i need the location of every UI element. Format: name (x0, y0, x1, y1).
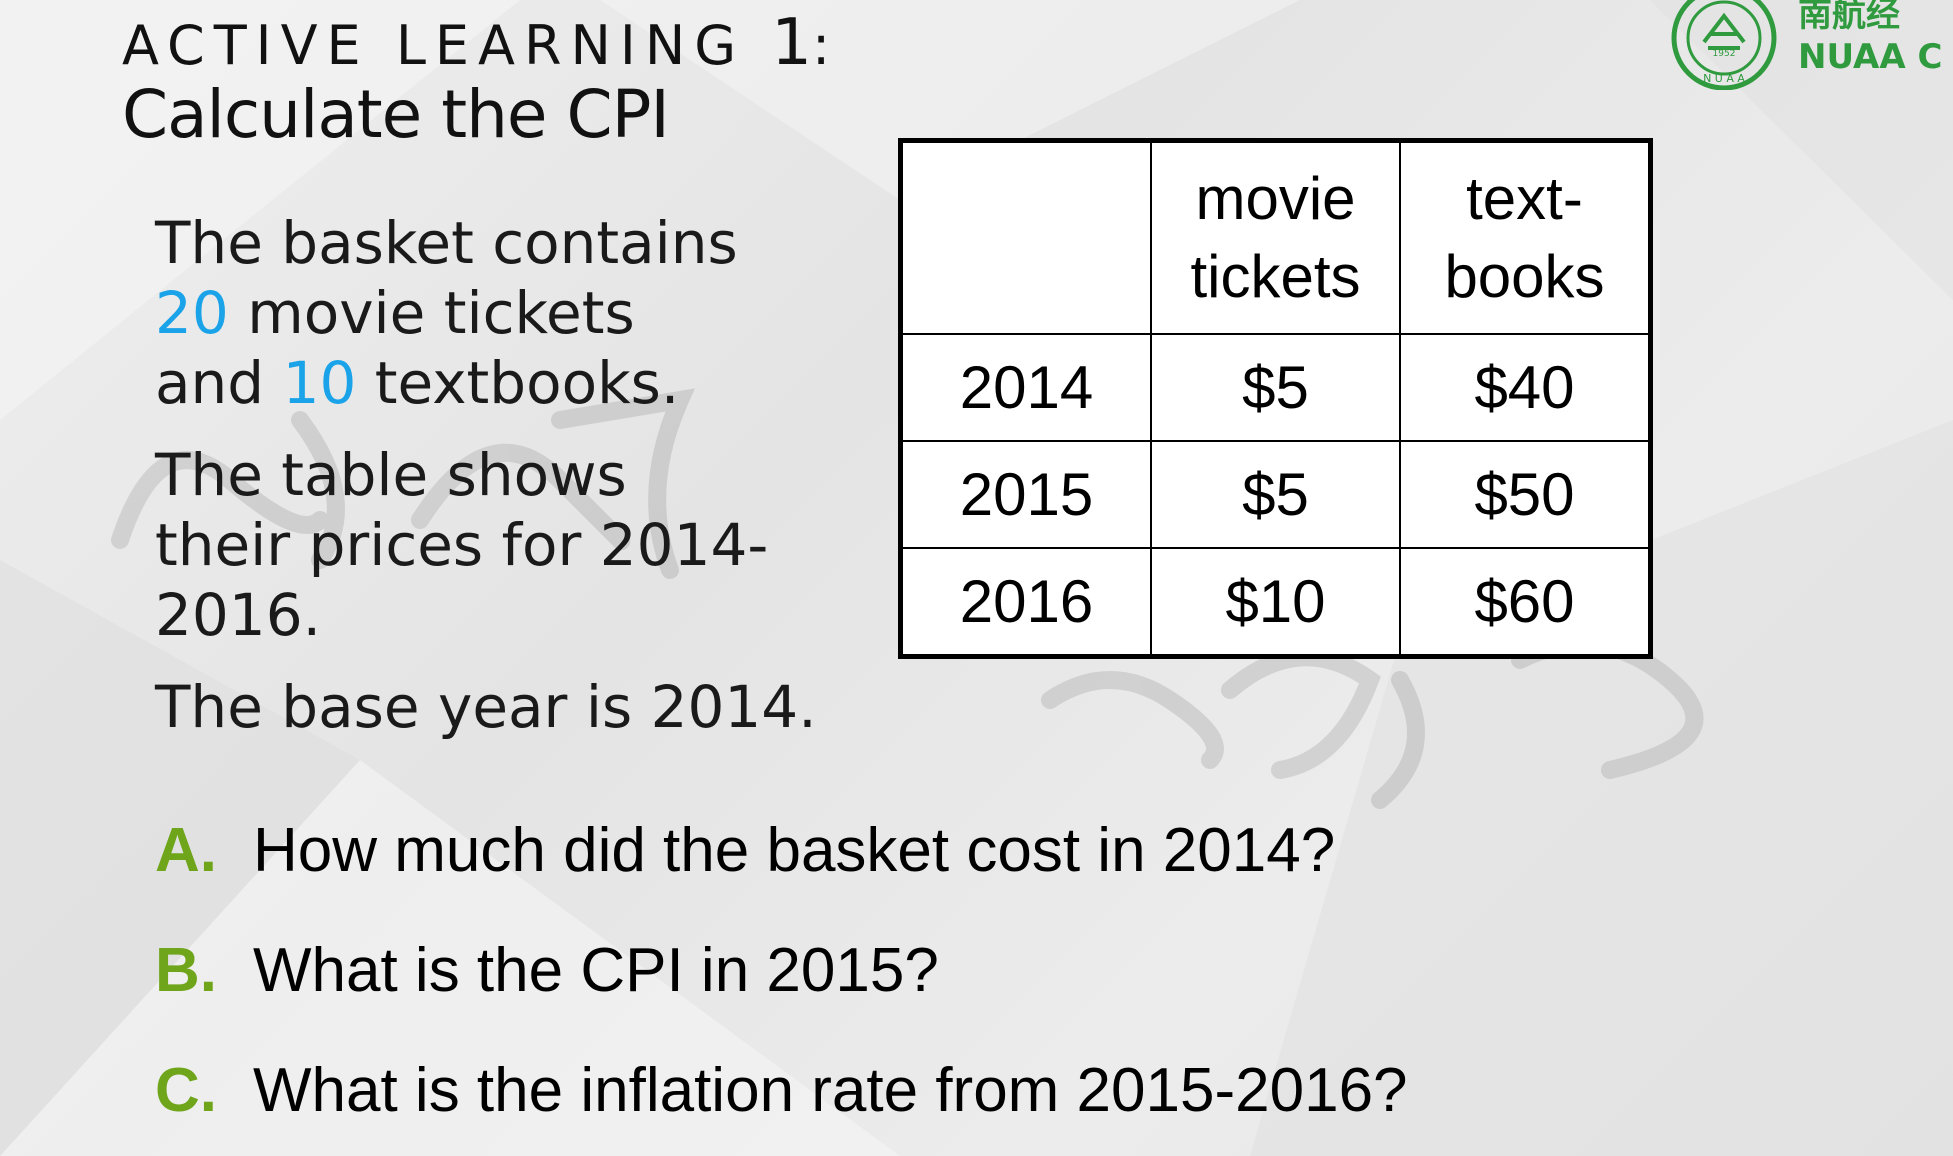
heading-text: ACTIVE LEARNING (122, 14, 746, 77)
table-sentence: The table shows their prices for 2014-20… (155, 441, 769, 649)
heading-colon: : (811, 14, 840, 77)
question-text: What is the inflation rate from 2015-201… (253, 1055, 1408, 1125)
base-year-sentence: The base year is 2014. (155, 673, 817, 741)
table-header-row: movie tickets text-books (899, 139, 1652, 335)
movie-quantity: 20 (155, 279, 229, 347)
header-textbooks: text-books (1399, 139, 1652, 335)
price-table: movie tickets text-books 2014 $5 $40 2015… (898, 138, 1653, 659)
header-empty (899, 139, 1152, 335)
logo-wordmark-en: NUAA C (1798, 37, 1942, 77)
header-movie-tickets: movie tickets (1150, 139, 1401, 335)
seal-icon: 1952 N U A A (1671, 0, 1777, 90)
question-letter: C. (155, 1055, 217, 1125)
basket-prefix: The basket contains (155, 209, 738, 277)
year-cell: 2016 (899, 547, 1152, 658)
seal-letters: N U A A (1703, 72, 1745, 85)
question-item: A. How much did the basket cost in 2014? (155, 790, 1408, 910)
slide-heading: ACTIVE LEARNING 1: (122, 6, 839, 80)
movie-price-cell: $5 (1150, 333, 1401, 442)
slide-subtitle: Calculate the CPI (122, 76, 670, 153)
university-logo: 1952 N U A A 南航经 NUAA C (1671, 0, 1942, 90)
table-row: 2016 $10 $60 (899, 547, 1652, 658)
books-quantity: 10 (282, 349, 357, 417)
table-row: 2015 $5 $50 (899, 440, 1652, 549)
table-row: 2014 $5 $40 (899, 333, 1652, 442)
question-item: B. What is the CPI in 2015? (155, 910, 1408, 1030)
books-suffix: textbooks. (356, 349, 680, 417)
heading-number: 1 (771, 6, 812, 80)
question-item: C. What is the inflation rate from 2015-… (155, 1030, 1408, 1150)
basket-paragraph: The basket contains 20 movie tickets and… (155, 208, 875, 418)
question-letter: B. (155, 935, 217, 1005)
movie-price-cell: $10 (1150, 547, 1401, 658)
year-cell: 2014 (899, 333, 1152, 442)
question-letter: A. (155, 815, 217, 885)
book-price-cell: $40 (1399, 333, 1652, 442)
intro-text: The basket contains 20 movie tickets and… (155, 208, 875, 764)
year-cell: 2015 (899, 440, 1152, 549)
question-list: A. How much did the basket cost in 2014?… (155, 790, 1408, 1150)
question-text: How much did the basket cost in 2014? (253, 815, 1336, 885)
and-word: and (155, 349, 283, 417)
book-price-cell: $60 (1399, 547, 1652, 658)
book-price-cell: $50 (1399, 440, 1652, 549)
movie-price-cell: $5 (1150, 440, 1401, 549)
movie-suffix: movie tickets (228, 279, 635, 347)
watermark-calligraphy (111, 388, 1704, 809)
seal-year: 1952 (1713, 49, 1736, 59)
question-text: What is the CPI in 2015? (253, 935, 939, 1005)
logo-wordmark-cn: 南航经 (1798, 0, 1900, 35)
